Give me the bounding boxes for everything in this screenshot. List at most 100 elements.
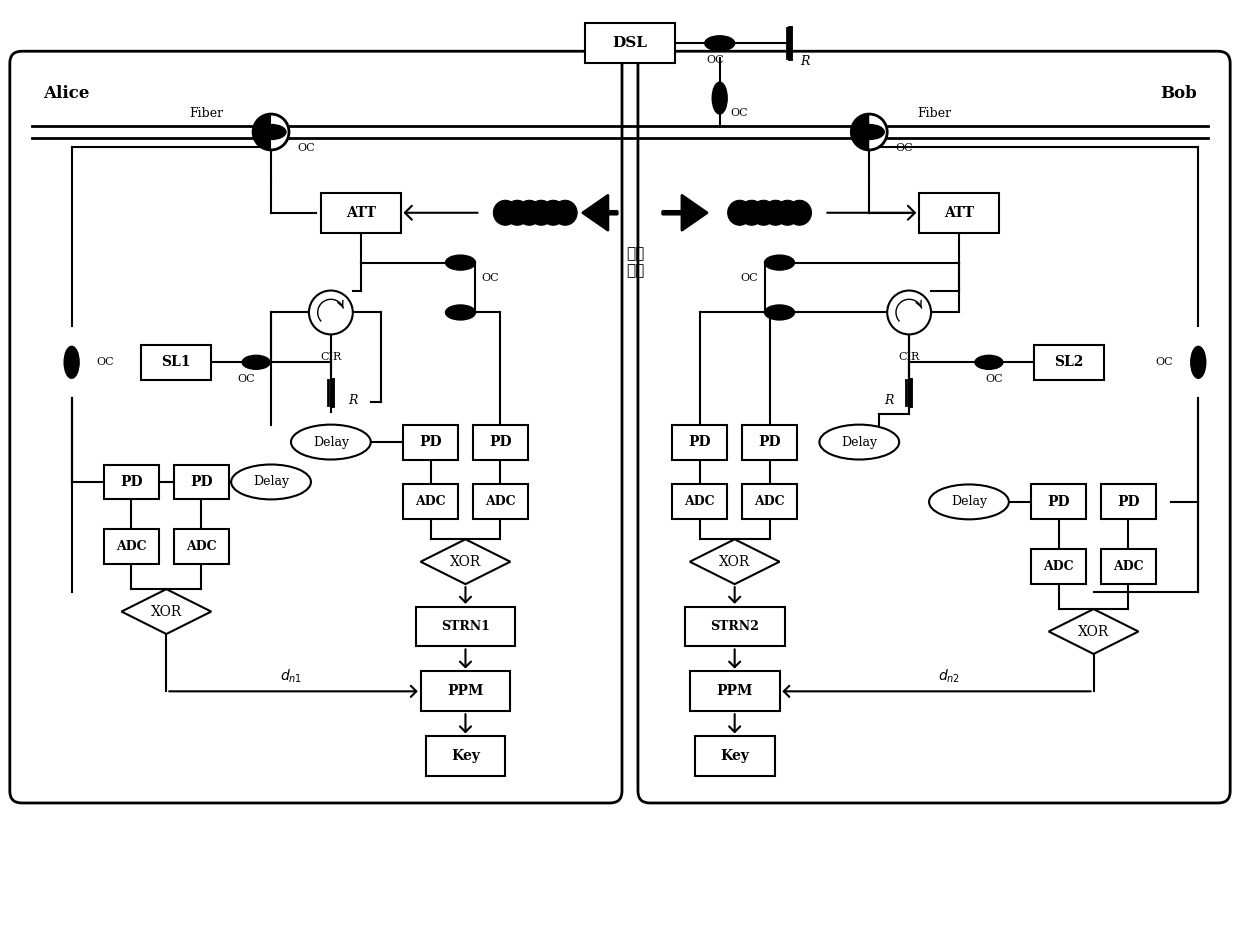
Polygon shape — [1049, 610, 1138, 654]
Text: PD: PD — [758, 435, 781, 449]
FancyBboxPatch shape — [104, 464, 159, 500]
Ellipse shape — [242, 355, 270, 369]
Text: OC: OC — [298, 143, 315, 153]
Ellipse shape — [728, 200, 751, 226]
Text: XOR: XOR — [151, 605, 182, 619]
Text: CIR: CIR — [320, 352, 341, 363]
Polygon shape — [852, 114, 869, 150]
Text: XOR: XOR — [719, 555, 750, 569]
Text: ADC: ADC — [117, 541, 146, 554]
Text: Delay: Delay — [253, 475, 289, 488]
FancyBboxPatch shape — [637, 51, 1230, 803]
Text: OC: OC — [1156, 357, 1173, 367]
FancyBboxPatch shape — [403, 485, 458, 519]
Ellipse shape — [764, 200, 787, 226]
Text: ADC: ADC — [754, 496, 785, 508]
FancyBboxPatch shape — [1032, 549, 1086, 584]
Polygon shape — [420, 540, 511, 584]
Text: STRN1: STRN1 — [441, 620, 490, 633]
Text: 公共
信道: 公共 信道 — [626, 248, 644, 278]
Text: XOR: XOR — [1078, 624, 1110, 638]
FancyBboxPatch shape — [1101, 549, 1156, 584]
Ellipse shape — [739, 200, 764, 226]
Text: PD: PD — [190, 475, 212, 489]
Text: ADC: ADC — [1043, 560, 1074, 573]
Text: Delay: Delay — [312, 435, 348, 448]
Text: ADC: ADC — [684, 496, 715, 508]
Text: OC: OC — [985, 375, 1003, 384]
Ellipse shape — [541, 200, 565, 226]
Ellipse shape — [231, 464, 311, 500]
Text: PD: PD — [489, 435, 512, 449]
FancyBboxPatch shape — [403, 425, 458, 459]
Text: ATT: ATT — [944, 206, 973, 220]
Text: CIR: CIR — [899, 352, 920, 363]
Text: Key: Key — [720, 749, 749, 763]
FancyBboxPatch shape — [425, 736, 506, 776]
Ellipse shape — [517, 200, 541, 226]
FancyBboxPatch shape — [585, 23, 675, 63]
FancyBboxPatch shape — [742, 485, 797, 519]
Text: ADC: ADC — [485, 496, 516, 508]
FancyBboxPatch shape — [104, 529, 159, 564]
Text: XOR: XOR — [450, 555, 481, 569]
Ellipse shape — [1190, 347, 1205, 378]
Text: R: R — [800, 55, 810, 68]
Text: Delay: Delay — [951, 496, 987, 508]
Polygon shape — [122, 589, 211, 634]
FancyBboxPatch shape — [174, 529, 228, 564]
Circle shape — [887, 291, 931, 335]
FancyBboxPatch shape — [174, 464, 228, 500]
Text: Fiber: Fiber — [918, 106, 951, 119]
Text: PD: PD — [688, 435, 711, 449]
Text: Delay: Delay — [841, 435, 878, 448]
Text: Alice: Alice — [43, 85, 89, 102]
Text: OC: OC — [895, 143, 913, 153]
Text: OC: OC — [706, 55, 723, 65]
FancyBboxPatch shape — [420, 671, 511, 711]
Text: ATT: ATT — [346, 206, 376, 220]
Text: Bob: Bob — [1159, 85, 1197, 102]
Circle shape — [253, 114, 289, 150]
Text: Fiber: Fiber — [190, 106, 223, 119]
FancyBboxPatch shape — [321, 193, 401, 233]
Text: STRN2: STRN2 — [711, 620, 759, 633]
FancyBboxPatch shape — [1034, 345, 1104, 379]
Text: OC: OC — [730, 108, 749, 118]
FancyBboxPatch shape — [1101, 485, 1156, 519]
Text: DSL: DSL — [613, 36, 647, 50]
Text: OC: OC — [237, 375, 255, 384]
Ellipse shape — [553, 200, 577, 226]
FancyBboxPatch shape — [10, 51, 622, 803]
FancyBboxPatch shape — [742, 425, 797, 459]
FancyBboxPatch shape — [919, 193, 999, 233]
Text: OC: OC — [740, 272, 759, 282]
Ellipse shape — [445, 255, 475, 270]
Text: PD: PD — [1048, 495, 1070, 509]
Ellipse shape — [704, 35, 734, 50]
Ellipse shape — [751, 200, 775, 226]
Polygon shape — [689, 540, 780, 584]
Ellipse shape — [975, 355, 1003, 369]
FancyBboxPatch shape — [472, 425, 528, 459]
Ellipse shape — [712, 82, 727, 114]
Ellipse shape — [820, 425, 899, 459]
Ellipse shape — [765, 255, 795, 270]
Text: PPM: PPM — [448, 684, 484, 698]
Ellipse shape — [775, 200, 800, 226]
Ellipse shape — [787, 200, 811, 226]
Text: $d_{n2}$: $d_{n2}$ — [937, 667, 960, 685]
FancyBboxPatch shape — [694, 736, 775, 776]
Text: ADC: ADC — [186, 541, 217, 554]
FancyBboxPatch shape — [141, 345, 211, 379]
Text: OC: OC — [97, 357, 114, 367]
Ellipse shape — [854, 125, 884, 140]
Ellipse shape — [506, 200, 529, 226]
FancyBboxPatch shape — [472, 485, 528, 519]
Circle shape — [852, 114, 887, 150]
Text: SL1: SL1 — [161, 355, 191, 369]
Ellipse shape — [257, 125, 286, 140]
Text: $d_{n1}$: $d_{n1}$ — [280, 667, 303, 685]
FancyBboxPatch shape — [672, 485, 727, 519]
FancyBboxPatch shape — [672, 425, 727, 459]
